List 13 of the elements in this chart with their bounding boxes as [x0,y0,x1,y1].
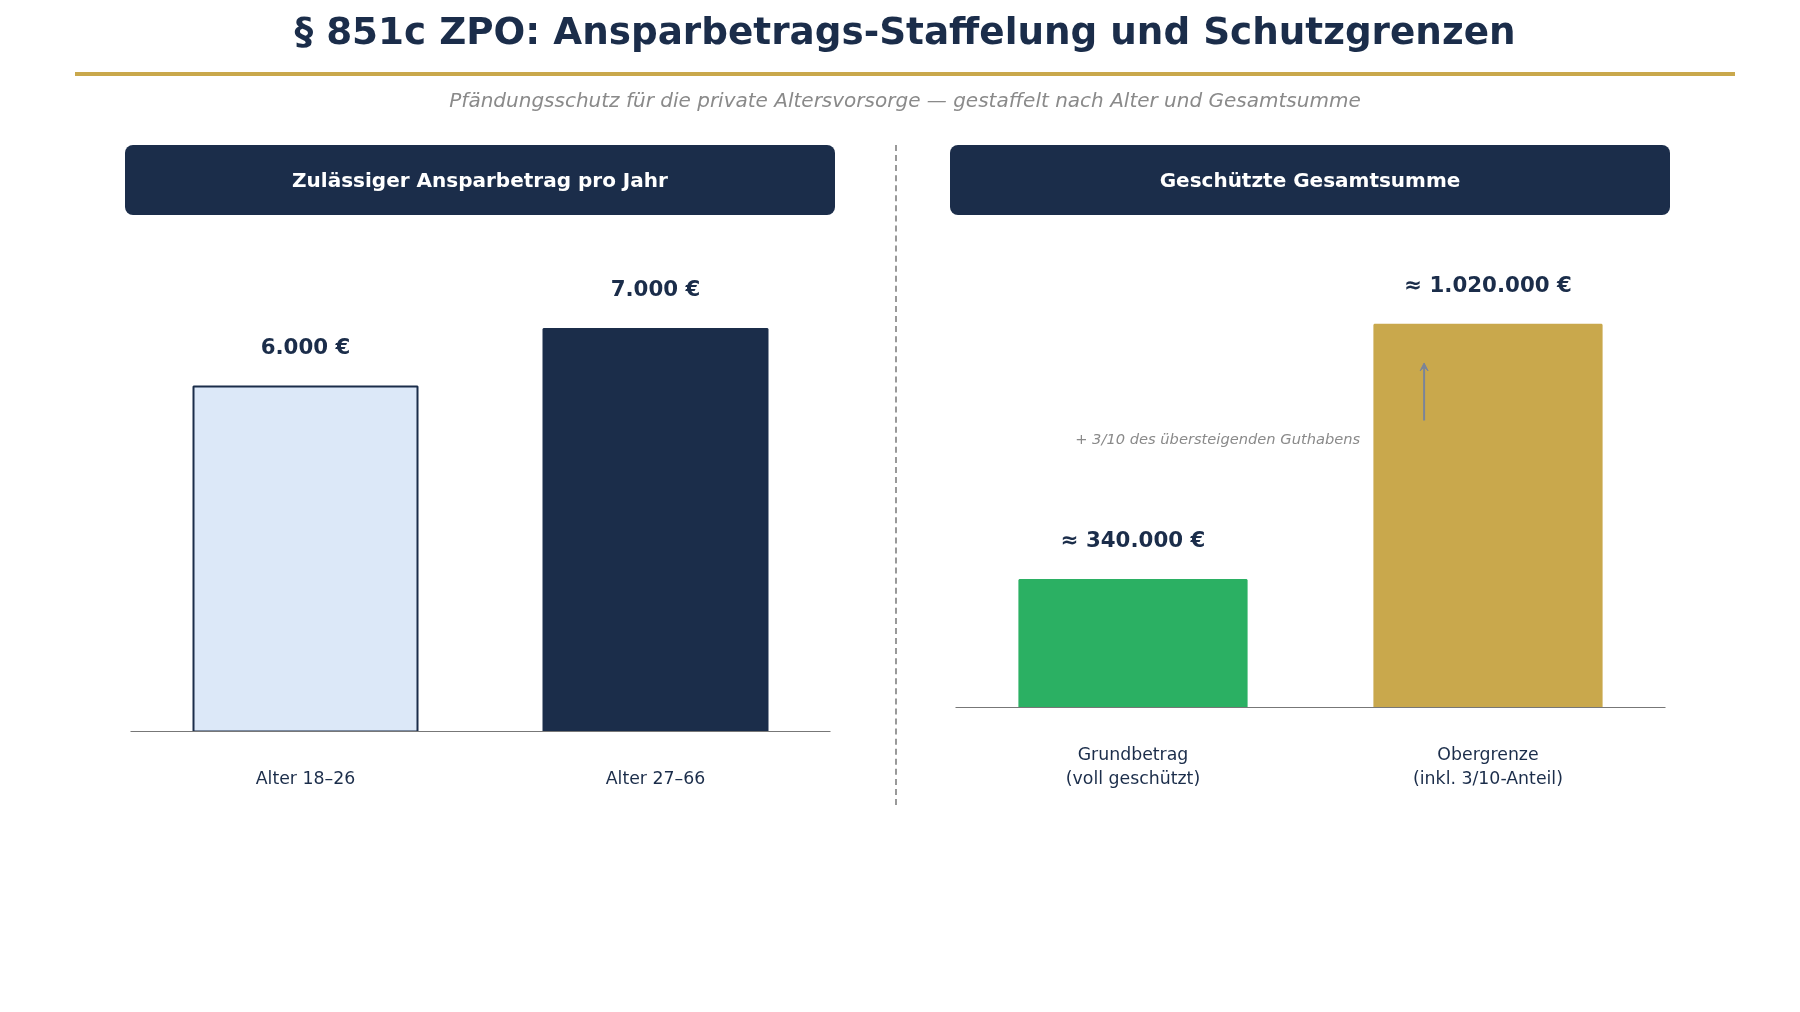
x-tick-label: Alter 27–66 [605,767,706,788]
annotation: + 3/10 des übersteigenden Guthabens [1075,430,1361,448]
data-label: ≈ 1.020.000 € [1404,271,1572,297]
data-label: ≈ 340.000 € [1060,526,1206,552]
x-tick-label: Alter 18–26 [255,767,356,788]
text: Pfändungsschutz für die private Altersvorsorge — gestaffelt nach Alter und Gesamtsumme [448,87,1362,115]
chart-title: Zulässiger Ansparbetrag pro Jahr [125,144,835,215]
data-label: 6.000 € [260,333,351,359]
x-tick-label: Grundbetrag (voll geschützt) [1065,743,1201,788]
x-tick-label: Obergrenze (inkl. 3/10-Anteil) [1413,743,1563,788]
data-label: 7.000 € [610,275,701,301]
chart-title: Geschützte Gesamtsumme [950,144,1670,215]
text: § 851c ZPO: Ansparbetrags-Staffelung und Schutzgrenzen [75,5,1735,77]
